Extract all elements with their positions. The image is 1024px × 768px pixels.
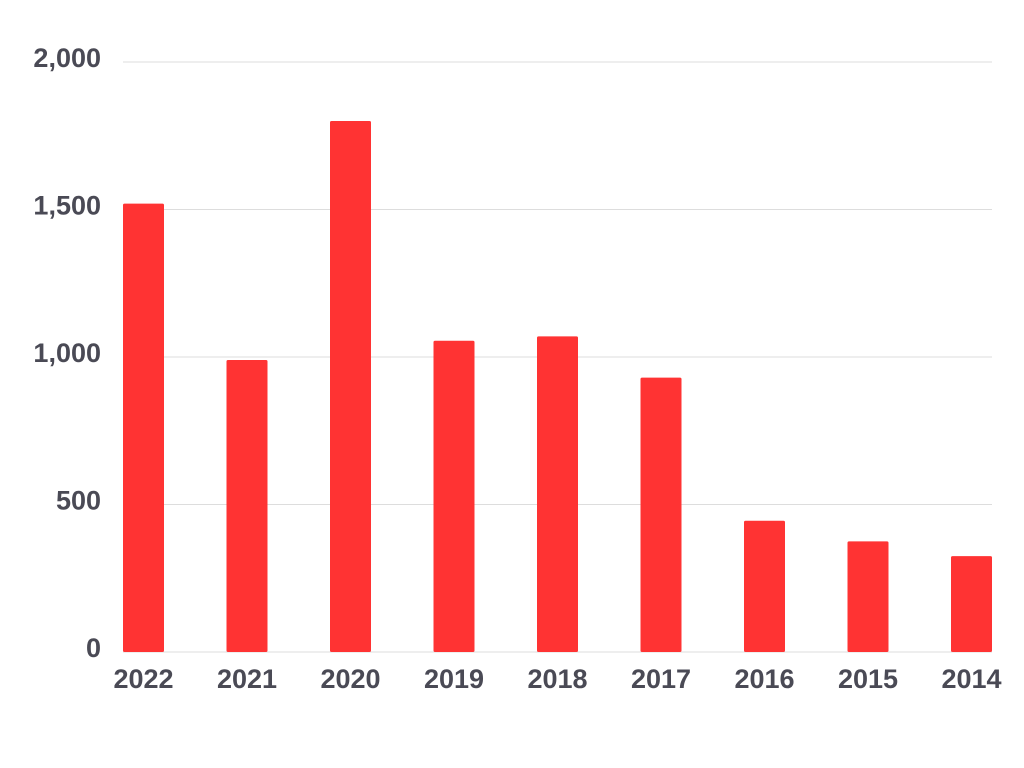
y-tick-label: 1,500: [33, 191, 101, 221]
y-tick-label: 1,000: [33, 338, 101, 368]
bar: [433, 340, 475, 652]
bar: [330, 121, 371, 652]
y-tick-label: 500: [56, 486, 101, 516]
x-tick-label: 2021: [217, 664, 277, 694]
y-tick-label: 0: [86, 633, 101, 663]
x-tick-label: 2014: [941, 664, 1001, 694]
bar: [537, 336, 578, 652]
x-tick-label: 2019: [424, 664, 484, 694]
x-tick-label: 2020: [320, 664, 380, 694]
y-tick-label: 2,000: [33, 43, 101, 73]
bar: [640, 377, 682, 652]
x-tick-label: 2022: [113, 664, 173, 694]
bar: [123, 203, 164, 652]
x-tick-label: 2018: [527, 664, 587, 694]
bar: [226, 359, 268, 652]
x-tick-label: 2016: [734, 664, 794, 694]
bar: [951, 556, 992, 652]
x-tick-label: 2017: [631, 664, 691, 694]
bar: [744, 520, 785, 652]
bar: [847, 541, 889, 652]
x-tick-label: 2015: [838, 664, 898, 694]
